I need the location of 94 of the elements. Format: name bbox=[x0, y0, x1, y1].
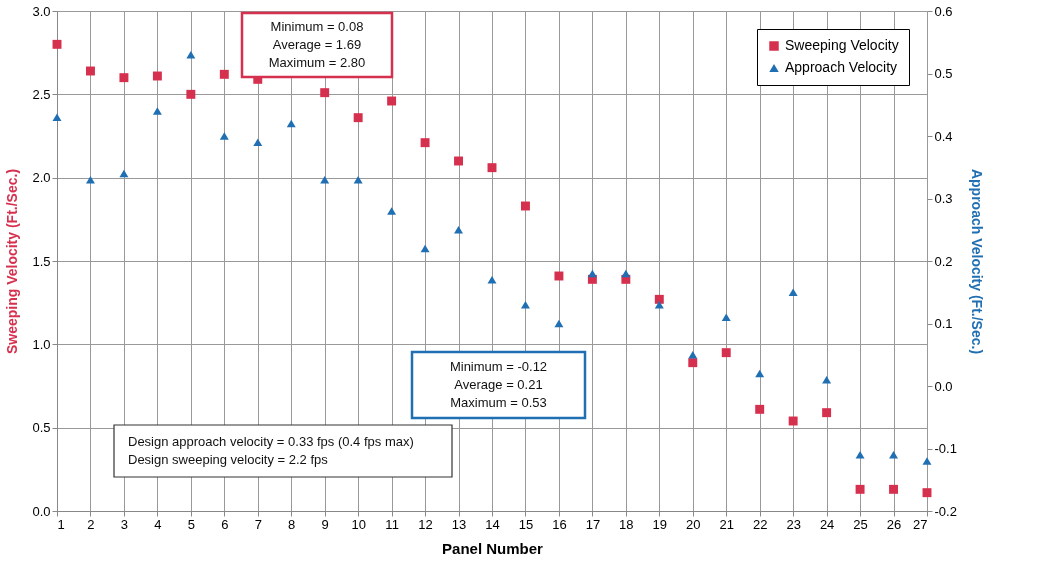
point bbox=[788, 288, 798, 297]
point bbox=[755, 404, 765, 414]
point bbox=[520, 300, 530, 309]
x-tick-label: 14 bbox=[485, 516, 500, 532]
y2-tick-label: -0.1 bbox=[934, 441, 957, 456]
x-tick-label: 11 bbox=[385, 516, 399, 532]
y2-tick-label: 0.4 bbox=[934, 128, 953, 144]
point bbox=[320, 175, 330, 184]
y-axis-title: Sweeping Velocity (Ft./Sec.) bbox=[4, 168, 21, 355]
y-tick-label: 1.0 bbox=[32, 336, 51, 352]
point bbox=[688, 350, 698, 359]
y2-tick-label: 0.5 bbox=[934, 66, 953, 81]
point bbox=[85, 175, 95, 184]
x-tick-label: 13 bbox=[451, 516, 467, 532]
point bbox=[253, 138, 263, 147]
x-tick-label: 18 bbox=[619, 516, 634, 532]
x-tick-label: 5 bbox=[187, 516, 195, 532]
point bbox=[52, 39, 62, 49]
y-tick-label: 0.0 bbox=[32, 503, 51, 519]
annotation: Design approach velocity = 0.33 fps (0.4 fps max) Design sweeping velocity = 2.2 fps bbox=[128, 434, 414, 467]
point bbox=[822, 408, 832, 418]
point bbox=[487, 275, 497, 284]
point bbox=[454, 225, 464, 234]
x-tick-label: 6 bbox=[221, 516, 229, 532]
y2-tick-label: 0.0 bbox=[934, 378, 953, 394]
point bbox=[822, 375, 832, 384]
x-tick-label: 17 bbox=[585, 516, 601, 532]
point bbox=[387, 207, 397, 215]
point bbox=[186, 50, 196, 59]
point bbox=[788, 416, 798, 426]
x-tick-label: 4 bbox=[154, 516, 162, 532]
annotation: Minimum = 0.08 Average = 1.69 Maximum = 2.80 bbox=[268, 19, 366, 70]
x-tick-label: 9 bbox=[321, 516, 329, 532]
y-tick-label: 3.0 bbox=[32, 3, 51, 19]
y-tick-label: 0.5 bbox=[32, 420, 51, 436]
x-tick-label: 21 bbox=[719, 516, 734, 532]
point bbox=[119, 73, 129, 83]
y-tick-label: 1.5 bbox=[32, 253, 51, 269]
point bbox=[353, 175, 363, 184]
point bbox=[219, 69, 229, 79]
point bbox=[387, 96, 397, 106]
point bbox=[654, 300, 664, 309]
y2-tick-label: 0.1 bbox=[934, 316, 953, 331]
point bbox=[922, 488, 932, 498]
point bbox=[454, 156, 464, 166]
point bbox=[186, 89, 196, 99]
point bbox=[855, 484, 865, 494]
point bbox=[152, 107, 162, 115]
point bbox=[654, 294, 664, 304]
point bbox=[520, 201, 530, 211]
point bbox=[688, 358, 698, 368]
point bbox=[152, 71, 162, 81]
point bbox=[487, 163, 497, 173]
x-tick-label: 27 bbox=[913, 516, 928, 532]
point bbox=[889, 450, 899, 459]
x-tick-label: 23 bbox=[786, 516, 801, 532]
point bbox=[420, 138, 430, 148]
y-tick-label: 2.0 bbox=[32, 170, 51, 186]
x-tick-label: 15 bbox=[518, 516, 534, 532]
legend-label: Approach Velocity bbox=[785, 59, 898, 75]
point bbox=[721, 348, 731, 358]
y-tick-label: 2.5 bbox=[32, 86, 51, 102]
point bbox=[922, 457, 932, 465]
x-tick-label: 16 bbox=[552, 516, 567, 532]
x-tick-label: 1 bbox=[57, 516, 65, 532]
point bbox=[855, 450, 865, 459]
point bbox=[353, 113, 363, 123]
point bbox=[721, 313, 731, 322]
point bbox=[320, 88, 330, 98]
x-tick-label: 7 bbox=[254, 516, 262, 532]
x-axis-title: Panel Number bbox=[442, 539, 544, 557]
x-tick-label: 22 bbox=[752, 516, 768, 532]
x-tick-label: 25 bbox=[853, 516, 868, 532]
x-tick-label: 24 bbox=[819, 516, 835, 532]
y2-tick-label: 0.2 bbox=[934, 253, 953, 269]
point bbox=[219, 132, 229, 140]
x-tick-label: 26 bbox=[886, 516, 902, 532]
y2-tick-label: -0.2 bbox=[934, 503, 957, 519]
legend-label: Sweeping Velocity bbox=[785, 37, 899, 53]
point bbox=[85, 66, 95, 76]
annotation: Minimum = -0.12 Average = 0.21 Maximum = 0.53 bbox=[449, 359, 548, 410]
point bbox=[889, 484, 899, 494]
y2-tick-label: 0.6 bbox=[934, 3, 953, 19]
x-tick-label: 12 bbox=[418, 516, 433, 532]
y2-axis-title: Approach Velocity (Ft./Sec.) bbox=[968, 168, 985, 355]
x-tick-label: 2 bbox=[87, 516, 95, 532]
x-tick-label: 10 bbox=[351, 516, 366, 532]
x-tick-label: 19 bbox=[652, 516, 668, 532]
x-tick-label: 3 bbox=[120, 516, 129, 532]
x-tick-label: 8 bbox=[288, 516, 296, 532]
point bbox=[554, 271, 564, 281]
point bbox=[52, 113, 62, 122]
y2-tick-label: 0.3 bbox=[934, 191, 953, 206]
x-tick-label: 20 bbox=[686, 516, 701, 532]
